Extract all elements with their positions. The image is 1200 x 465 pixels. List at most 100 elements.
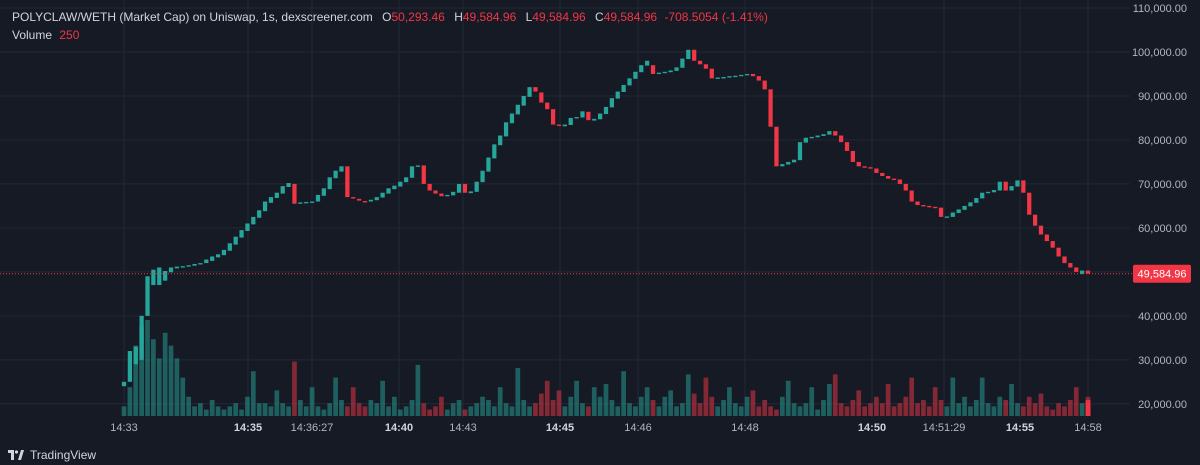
- volume-bar: [497, 387, 503, 416]
- candle: [909, 190, 914, 202]
- volume-bar: [198, 403, 203, 416]
- volume-bar: [803, 403, 809, 416]
- candle: [151, 269, 156, 286]
- volume-bar: [1032, 403, 1038, 416]
- volume-bar: [762, 400, 768, 416]
- tradingview-logo[interactable]: TradingView: [8, 447, 96, 463]
- volume-bar: [215, 406, 221, 416]
- volume-bar: [568, 396, 574, 416]
- volume-bar: [991, 406, 997, 416]
- volume-bar: [1050, 409, 1056, 416]
- candle: [1080, 270, 1085, 275]
- volume-bar: [879, 403, 885, 416]
- candle: [803, 137, 808, 143]
- candle: [997, 181, 1002, 191]
- candle: [1003, 181, 1008, 191]
- volume-bar: [521, 400, 527, 416]
- volume-bar: [421, 403, 427, 416]
- volume-bar: [1026, 396, 1032, 416]
- y-tick-label: 80,000.00: [1138, 135, 1187, 147]
- tradingview-name: TradingView: [30, 448, 97, 462]
- candle: [562, 124, 567, 127]
- x-tick-label: 14:58: [1074, 422, 1102, 434]
- volume-bar: [303, 406, 309, 416]
- candle: [656, 72, 662, 75]
- volume-bar: [1020, 406, 1026, 416]
- volume-bar: [333, 377, 338, 416]
- grid-lines: [0, 0, 1130, 417]
- volume-bar: [1062, 406, 1067, 416]
- candle: [280, 186, 285, 194]
- x-tick-label: 14:35: [234, 422, 262, 434]
- volume-bar: [550, 400, 556, 416]
- candle: [239, 230, 244, 238]
- candle: [774, 126, 779, 167]
- candle: [1015, 180, 1020, 187]
- candle: [133, 346, 138, 365]
- volume-bar: [891, 406, 897, 416]
- volume-bar: [938, 400, 944, 416]
- volume-bar: [397, 409, 403, 416]
- candle: [451, 191, 456, 196]
- volume-bar: [656, 406, 662, 416]
- candle: [985, 191, 991, 194]
- volume-bar: [785, 380, 791, 416]
- volume-bar: [156, 358, 162, 416]
- candle: [127, 351, 132, 382]
- candle: [1009, 186, 1014, 191]
- candle: [186, 265, 191, 267]
- volume-bar: [738, 406, 744, 416]
- candle: [650, 65, 656, 74]
- volume-bar: [685, 374, 691, 416]
- candle: [744, 73, 750, 76]
- volume-bar: [227, 406, 233, 416]
- volume-bar: [339, 400, 344, 416]
- volume-bar: [362, 406, 368, 416]
- volume-bar: [503, 403, 509, 416]
- volume-bar: [650, 400, 656, 416]
- candle: [462, 183, 468, 193]
- candle: [157, 267, 162, 286]
- volume-bar: [809, 387, 815, 416]
- candle: [321, 188, 326, 196]
- x-tick-label: 14:50: [858, 422, 886, 434]
- candle: [174, 266, 180, 269]
- candle: [198, 263, 203, 265]
- candle: [739, 74, 744, 77]
- candle: [1021, 180, 1026, 193]
- candle: [409, 166, 415, 178]
- candle: [445, 194, 450, 197]
- candle: [897, 179, 903, 184]
- volume-bar: [621, 371, 626, 416]
- low-label: L: [525, 10, 533, 24]
- candle: [251, 216, 256, 225]
- volume-bar: [345, 406, 350, 416]
- candle: [309, 201, 315, 203]
- candle: [727, 76, 732, 78]
- volume-bar: [268, 406, 274, 416]
- last-price-badge-label: 49,584.96: [1138, 269, 1187, 281]
- volume-bar: [944, 406, 950, 416]
- candles: [121, 49, 1091, 387]
- volume-bar: [791, 403, 797, 416]
- volume-bar: [192, 406, 197, 416]
- volume-bar: [827, 384, 832, 416]
- volume-bar: [609, 400, 615, 416]
- volume-bar: [233, 403, 239, 416]
- volume-bar: [903, 396, 909, 416]
- volume-bar: [203, 409, 209, 416]
- candle: [539, 92, 544, 103]
- volume-bar: [644, 387, 650, 416]
- volume-bar: [180, 377, 186, 416]
- candle: [938, 207, 944, 217]
- y-tick-label: 20,000.00: [1138, 399, 1187, 411]
- volume-bar: [486, 400, 491, 416]
- last-price-badge-bg: [1133, 264, 1191, 283]
- candle: [839, 135, 844, 143]
- candle: [1038, 225, 1044, 235]
- volume-bar: [527, 406, 532, 416]
- candle: [686, 49, 691, 60]
- candle: [603, 106, 609, 114]
